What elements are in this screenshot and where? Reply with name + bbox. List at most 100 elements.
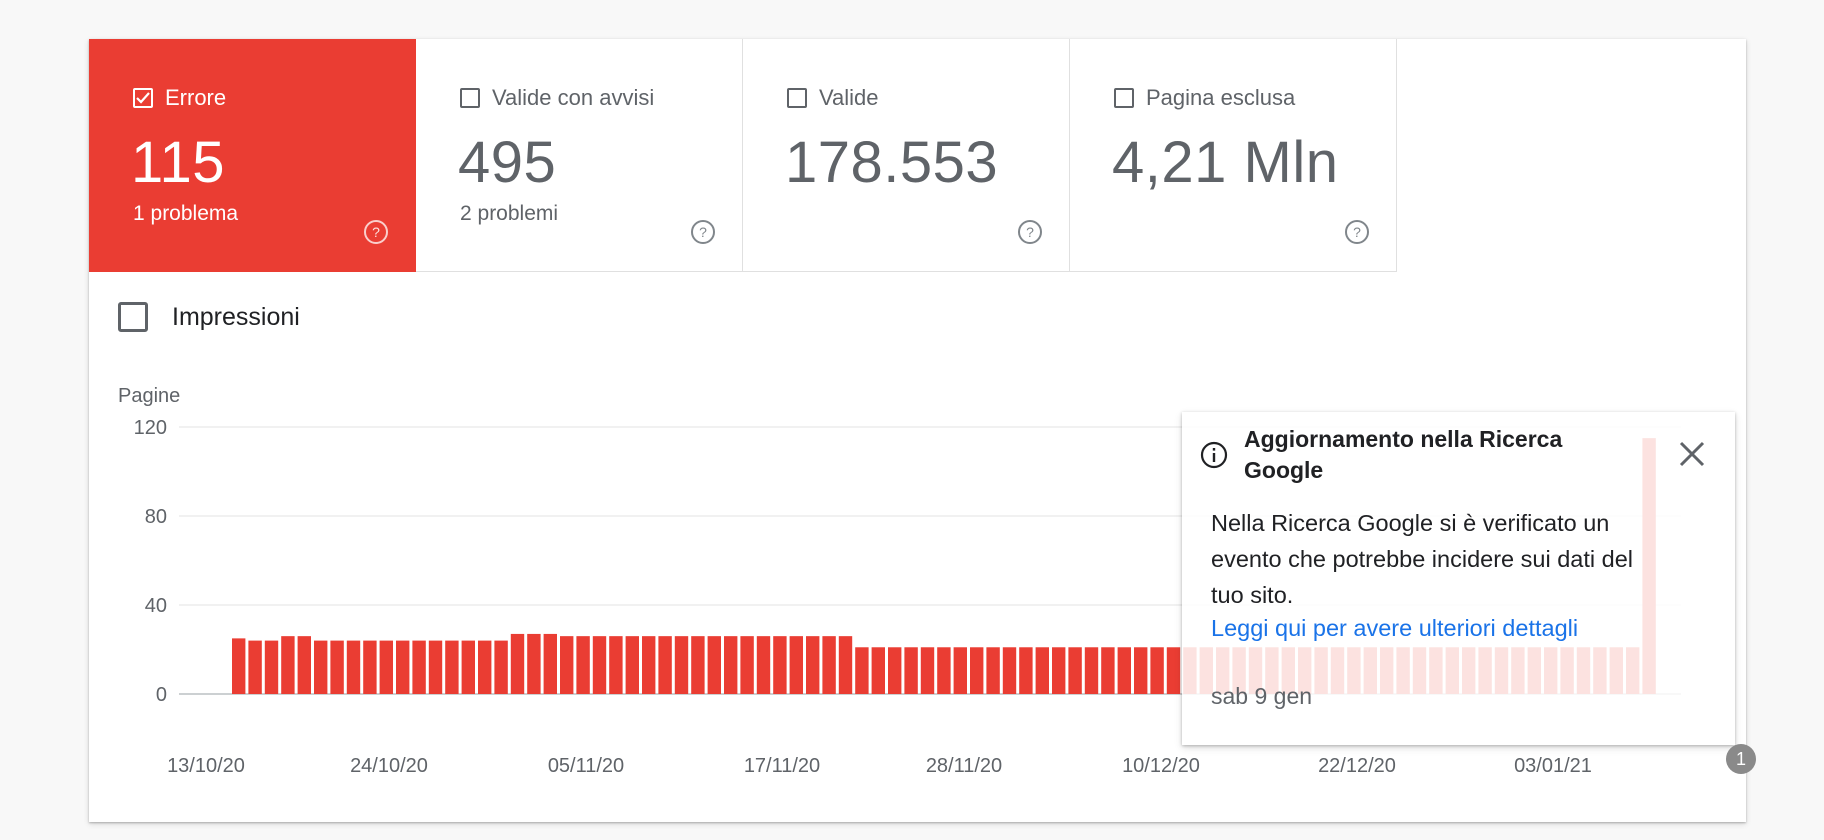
checkbox-icon[interactable] — [787, 88, 807, 108]
y-tick-label: 40 — [145, 595, 167, 617]
bar — [1052, 647, 1066, 694]
bar — [1019, 647, 1033, 694]
bar — [281, 636, 295, 694]
bar — [412, 640, 426, 694]
bar — [838, 636, 853, 694]
help-icon[interactable]: ? — [363, 219, 389, 245]
bar — [478, 640, 492, 694]
checkbox-icon[interactable] — [1114, 88, 1134, 108]
info-icon — [1200, 441, 1228, 469]
tile-value: 4,21 Mln — [1112, 130, 1339, 195]
bar — [691, 636, 705, 694]
bar — [314, 640, 328, 694]
help-icon[interactable]: ? — [1017, 219, 1043, 245]
annotation-marker[interactable]: 1 — [1726, 744, 1756, 774]
bar — [724, 636, 738, 694]
tile-pagina-esclusa[interactable]: Pagina esclusa 4,21 Mln ? — [1070, 39, 1397, 272]
impressions-toggle[interactable]: Impressioni — [118, 302, 300, 332]
bar — [806, 636, 820, 694]
checkbox-checked-icon[interactable] — [133, 88, 153, 108]
tile-subtitle: 1 problema — [133, 202, 239, 225]
bar — [609, 636, 623, 694]
bar — [576, 636, 590, 694]
tile-errore[interactable]: Errore 115 1 problema ? — [89, 39, 416, 272]
coverage-report-card: Errore 115 1 problema ? Valide con avvis… — [89, 39, 1756, 822]
x-tick-label: 24/10/20 — [350, 755, 428, 777]
y-tick-label: 80 — [145, 506, 167, 528]
bar — [756, 636, 771, 694]
bar — [232, 638, 246, 694]
impressions-label: Impressioni — [172, 302, 300, 331]
svg-text:?: ? — [1353, 224, 1361, 240]
tile-label: Pagina esclusa — [1146, 85, 1296, 110]
bar — [560, 636, 574, 694]
popup-date: sab 9 gen — [1211, 683, 1313, 709]
bar — [986, 647, 1000, 694]
bar — [937, 647, 951, 694]
bar — [1084, 647, 1099, 694]
bar — [1134, 647, 1148, 694]
bar — [396, 640, 410, 694]
bar — [970, 647, 984, 694]
bar — [871, 647, 885, 694]
bar — [625, 636, 639, 694]
bar — [494, 640, 508, 694]
popup-body: Nella Ricerca Google si è verificato un … — [1211, 510, 1633, 608]
bar — [953, 647, 967, 694]
bar — [888, 647, 902, 694]
tile-label: Errore — [165, 85, 227, 110]
bar — [658, 636, 672, 694]
x-tick-label: 28/11/20 — [926, 755, 1002, 777]
bar — [674, 636, 689, 694]
bar — [330, 640, 344, 694]
bar — [592, 636, 607, 694]
bar — [461, 640, 475, 694]
svg-text:?: ? — [1026, 224, 1034, 240]
tile-label: Valide con avvisi — [492, 85, 655, 110]
bar — [527, 633, 541, 694]
popup-details-link[interactable]: Leggi qui per avere ulteriori dettagli — [1211, 615, 1579, 641]
svg-text:?: ? — [372, 224, 380, 240]
tile-valide-con-avvisi[interactable]: Valide con avvisi 495 2 problemi ? — [416, 39, 743, 272]
bar — [264, 640, 279, 694]
y-tick-label: 0 — [156, 684, 167, 706]
bar — [363, 640, 377, 694]
bar — [1166, 647, 1181, 694]
checkbox-icon[interactable] — [460, 88, 480, 108]
bar — [1068, 647, 1082, 694]
bar — [642, 636, 656, 694]
impressions-checkbox[interactable] — [118, 302, 148, 332]
bar — [1002, 647, 1017, 694]
bar — [248, 640, 262, 694]
google-update-popup: Aggiornamento nella Ricerca Google Nella… — [1182, 412, 1735, 745]
bar — [707, 636, 721, 694]
svg-text:?: ? — [699, 224, 707, 240]
help-icon[interactable]: ? — [1344, 219, 1370, 245]
x-tick-label: 10/12/20 — [1122, 755, 1200, 777]
bar — [1101, 647, 1115, 694]
bar — [297, 636, 311, 694]
bar — [445, 640, 459, 694]
y-axis-label: Pagine — [118, 385, 180, 407]
bar — [1117, 647, 1131, 694]
tile-subtitle: 2 problemi — [460, 202, 559, 225]
bar — [428, 640, 443, 694]
tile-value: 178.553 — [785, 130, 999, 195]
x-tick-label: 22/12/20 — [1318, 755, 1396, 777]
tile-label: Valide — [819, 85, 879, 110]
bar — [1150, 647, 1164, 694]
x-tick-label: 03/01/21 — [1514, 755, 1592, 777]
tile-valide[interactable]: Valide 178.553 ? — [743, 39, 1070, 272]
tile-checkbox-row: Errore — [133, 85, 226, 111]
close-icon[interactable] — [1674, 436, 1710, 472]
bar — [773, 636, 787, 694]
bar — [740, 636, 754, 694]
tile-checkbox-row: Valide con avvisi — [460, 85, 654, 111]
bar — [855, 647, 869, 694]
help-icon[interactable]: ? — [690, 219, 716, 245]
tile-checkbox-row: Valide — [787, 85, 879, 111]
x-tick-label: 05/11/20 — [548, 755, 624, 777]
bar — [543, 633, 557, 694]
tile-value: 115 — [131, 130, 225, 195]
popup-title: Aggiornamento nella Ricerca Google — [1244, 426, 1563, 483]
